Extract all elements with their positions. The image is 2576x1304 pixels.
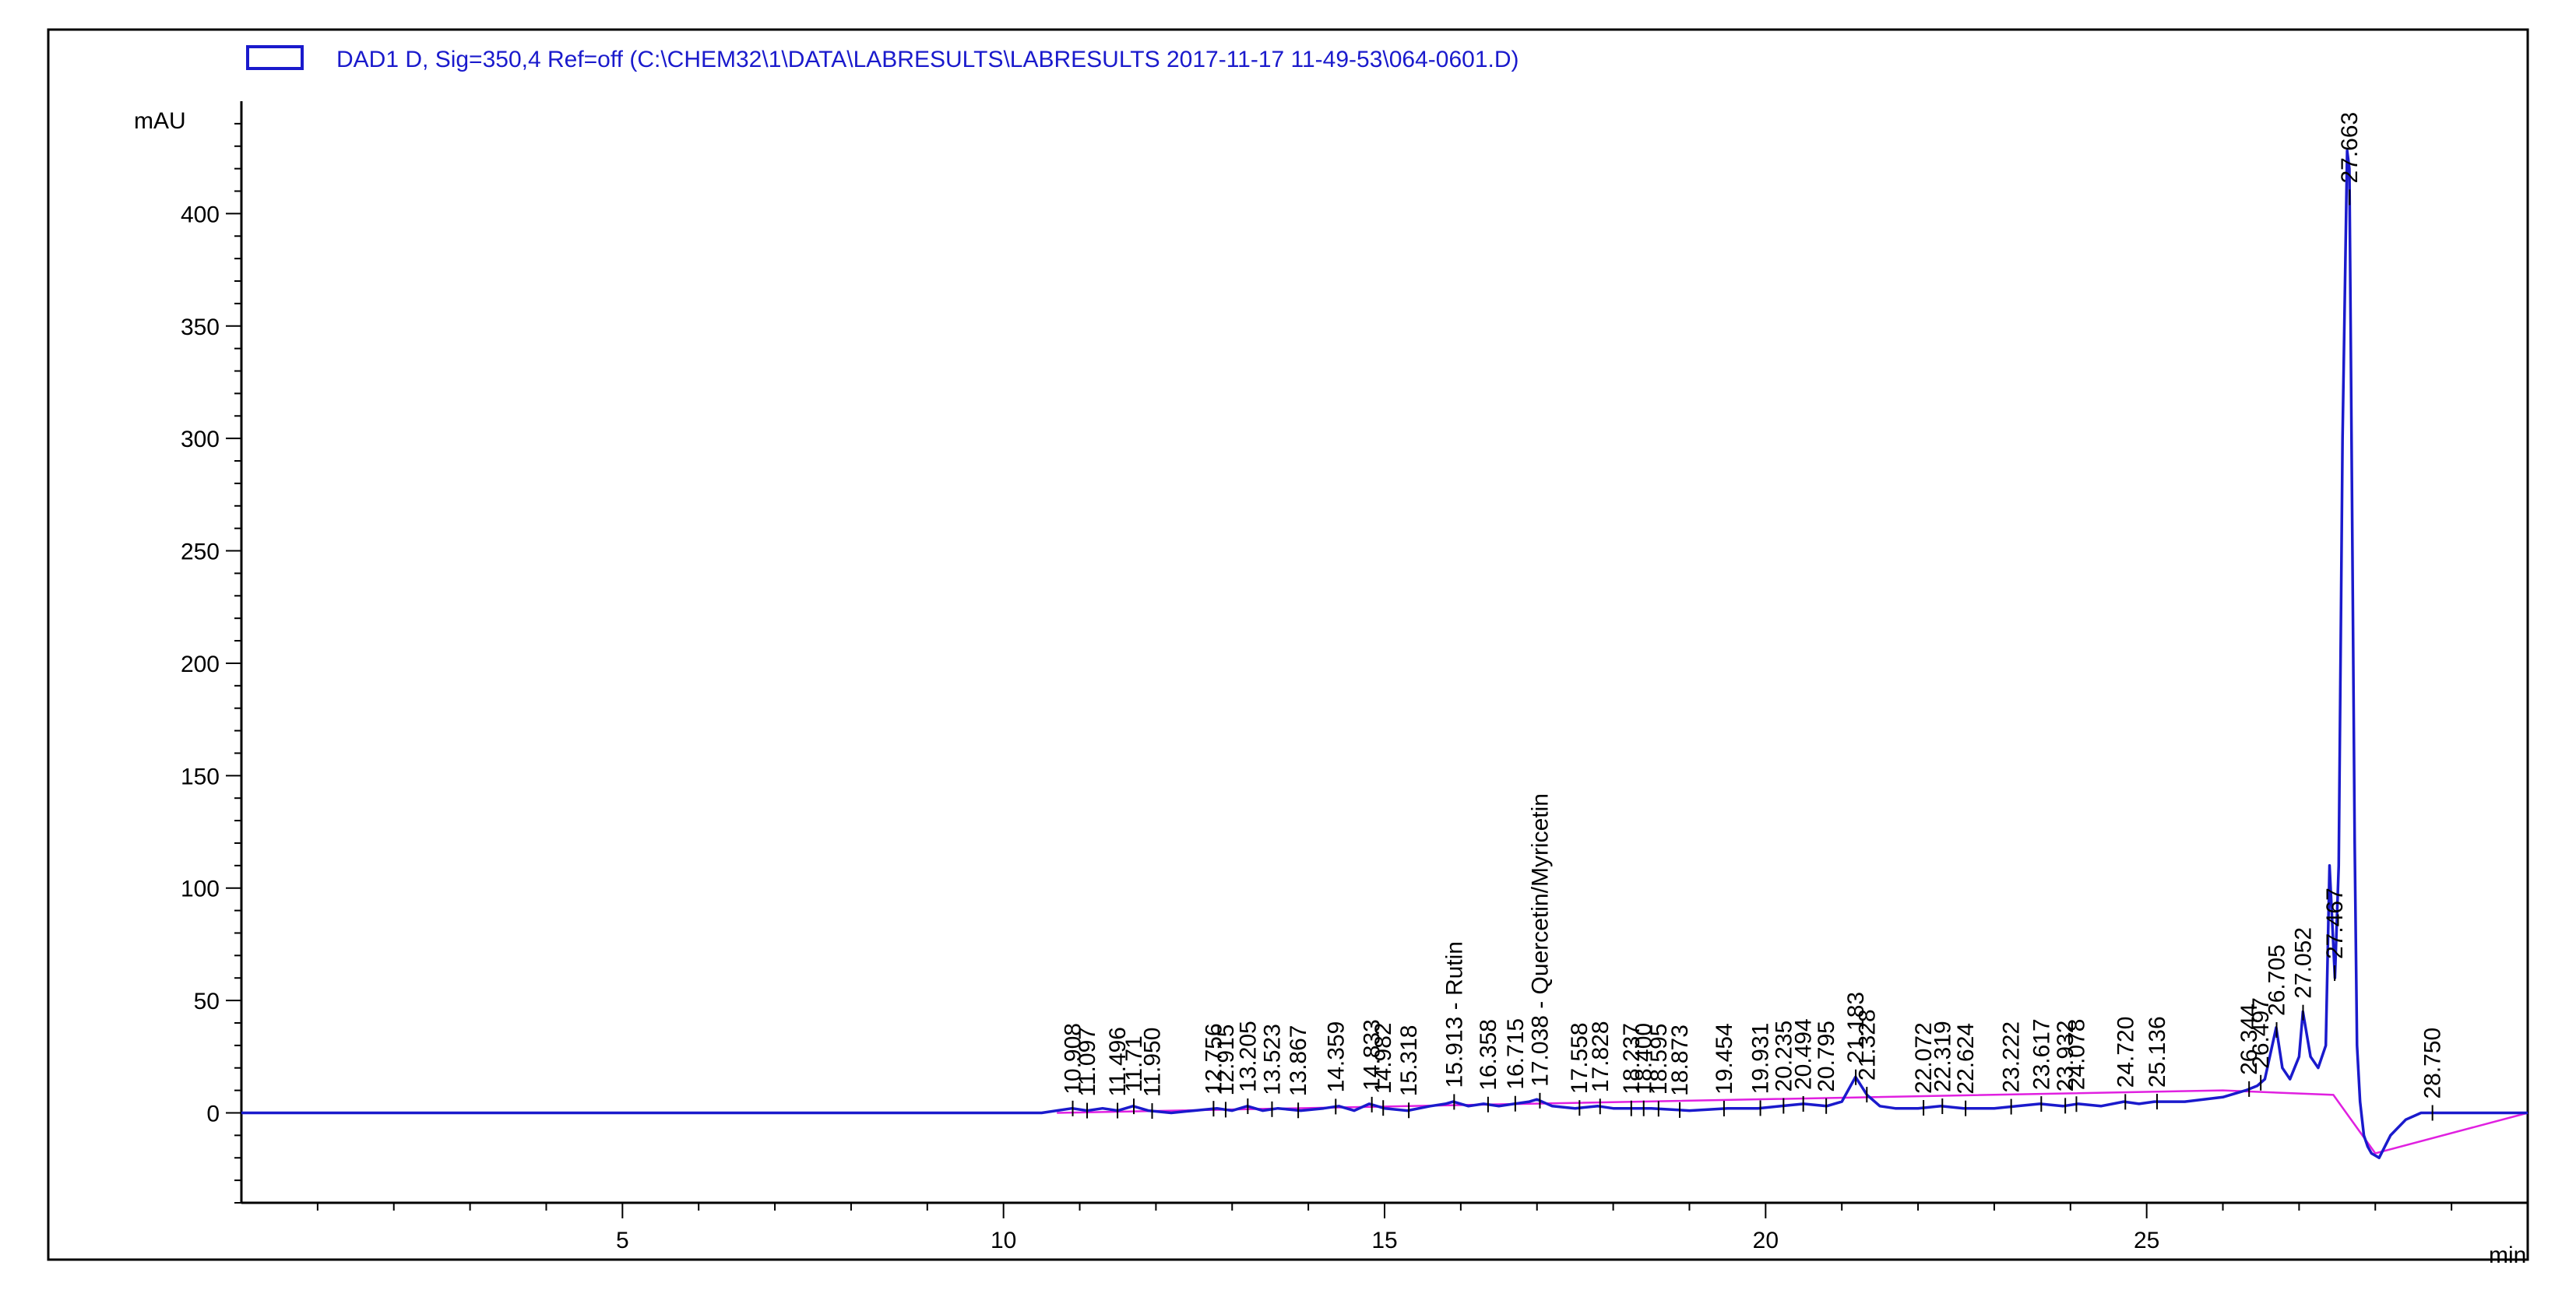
peak-label: 15.318 bbox=[1396, 1025, 1422, 1097]
peak-label: 21.183 bbox=[1843, 992, 1869, 1063]
peak-label: 12.756 bbox=[1201, 1023, 1226, 1095]
peak-label: 28.750 bbox=[2420, 1028, 2446, 1099]
peak-label: 18.595 bbox=[1646, 1024, 1672, 1095]
peak-label: 15.913 - Rutin bbox=[1441, 941, 1467, 1088]
x-tick-label: 25 bbox=[2134, 1228, 2159, 1253]
peak-label: 20.494 bbox=[1791, 1018, 1817, 1090]
peak-label: 20.235 bbox=[1771, 1021, 1797, 1092]
peak-label: 13.867 bbox=[1286, 1025, 1311, 1097]
peak-label: 22.319 bbox=[1930, 1021, 1955, 1092]
peak-label: 16.358 bbox=[1476, 1019, 1501, 1091]
legend-swatch bbox=[246, 45, 304, 70]
peak-label: 19.931 bbox=[1748, 1023, 1774, 1095]
y-tick-label: 200 bbox=[181, 652, 220, 677]
peak-label: 27.052 bbox=[2290, 927, 2316, 999]
peak-label: 26.344 bbox=[2236, 1003, 2262, 1075]
peak-label: 27.663 bbox=[2337, 112, 2363, 184]
peak-label: 11.097 bbox=[1075, 1027, 1100, 1097]
peak-label: 16.715 bbox=[1503, 1018, 1529, 1090]
peak-label: 27.467 bbox=[2322, 887, 2348, 959]
signal-trace bbox=[241, 149, 2528, 1159]
peak-label: 25.136 bbox=[2145, 1016, 2170, 1088]
peak-label: 18.873 bbox=[1667, 1025, 1693, 1096]
y-tick-label: 100 bbox=[181, 877, 220, 902]
integration-baseline bbox=[1057, 1089, 2528, 1155]
peak-label: 11.71 bbox=[1121, 1035, 1147, 1092]
y-axis-label: mAU bbox=[134, 108, 186, 134]
peak-label: 26.705 bbox=[2265, 944, 2290, 1016]
y-tick-label: 250 bbox=[181, 540, 220, 565]
peak-label: 22.072 bbox=[1911, 1022, 1937, 1094]
y-tick-label: 0 bbox=[206, 1101, 220, 1127]
y-tick-label: 150 bbox=[181, 764, 220, 789]
peak-label: 11.496 bbox=[1105, 1027, 1131, 1097]
peak-label: 14.359 bbox=[1323, 1021, 1349, 1093]
y-tick-label: 400 bbox=[181, 202, 220, 227]
peak-label: 14.982 bbox=[1371, 1022, 1396, 1094]
peak-label: 21.328 bbox=[1854, 1009, 1880, 1081]
peak-label: 13.205 bbox=[1235, 1021, 1261, 1092]
x-tick-label: 10 bbox=[991, 1228, 1016, 1253]
peak-label: 23.932 bbox=[2053, 1021, 2078, 1092]
y-tick-label: 50 bbox=[194, 989, 220, 1014]
peak-label: 17.038 - Quercetin/Myricetin bbox=[1528, 793, 1554, 1087]
peak-label: 18.400 bbox=[1631, 1023, 1657, 1095]
peak-label: 26.497 bbox=[2248, 997, 2274, 1069]
peak-label: 10.908 bbox=[1061, 1023, 1086, 1095]
outer-frame bbox=[47, 28, 2529, 1261]
peak-label: 12.915 bbox=[1213, 1025, 1239, 1096]
x-tick-label: 5 bbox=[616, 1228, 629, 1253]
peak-label: 23.222 bbox=[1999, 1021, 2025, 1093]
y-tick-label: 350 bbox=[181, 315, 220, 340]
peak-label: 14.833 bbox=[1360, 1019, 1385, 1091]
peak-label: 17.828 bbox=[1588, 1021, 1614, 1092]
peak-label: 18.237 bbox=[1619, 1023, 1645, 1095]
peak-label: 23.617 bbox=[2029, 1018, 2054, 1090]
x-axis-unit: min bbox=[2489, 1242, 2526, 1268]
x-tick-label: 15 bbox=[1371, 1228, 1397, 1253]
peak-label: 20.795 bbox=[1814, 1021, 1839, 1092]
peak-label: 13.523 bbox=[1260, 1024, 1286, 1095]
peak-label: 17.558 bbox=[1567, 1022, 1592, 1094]
peak-label: 11.950 bbox=[1139, 1028, 1165, 1098]
legend-label: DAD1 D, Sig=350,4 Ref=off (C:\CHEM32\1\D… bbox=[336, 47, 1519, 72]
peak-label: 24.720 bbox=[2113, 1017, 2138, 1088]
x-tick-label: 20 bbox=[1753, 1228, 1779, 1253]
peak-label: 19.454 bbox=[1712, 1023, 1737, 1095]
y-tick-label: 300 bbox=[181, 427, 220, 452]
peak-label: 24.078 bbox=[2064, 1019, 2089, 1091]
peak-label: 22.624 bbox=[1953, 1023, 1979, 1095]
